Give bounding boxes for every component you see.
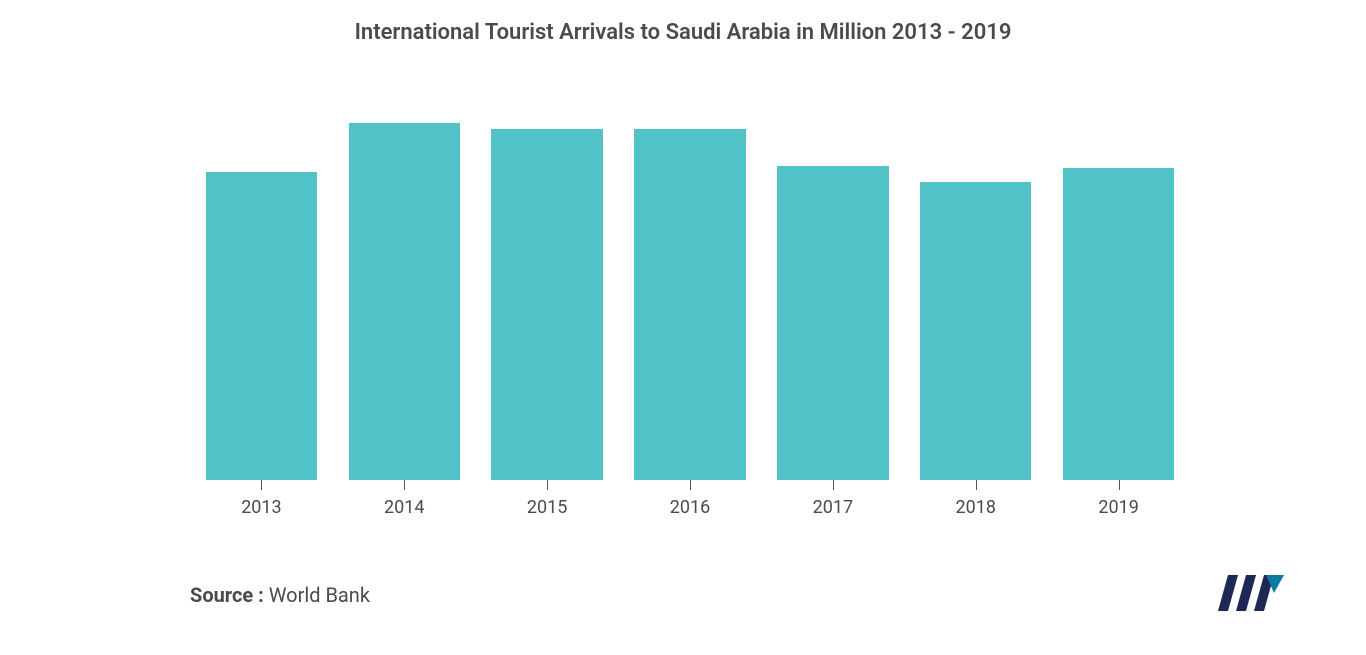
bar-slot: 2015 — [476, 90, 619, 480]
source-line: Source : World Bank — [190, 583, 370, 607]
x-tick — [833, 480, 834, 490]
x-tick-label: 2015 — [527, 497, 567, 518]
bar — [634, 129, 745, 480]
bar — [491, 129, 602, 480]
bar-slot: 2019 — [1047, 90, 1190, 480]
bar-slot: 2014 — [333, 90, 476, 480]
x-tick-label: 2013 — [241, 497, 281, 518]
bar-slot: 2013 — [190, 90, 333, 480]
source-label: Source : — [190, 583, 264, 607]
bar-slot: 2017 — [761, 90, 904, 480]
bar-slot: 2016 — [619, 90, 762, 480]
chart-title: International Tourist Arrivals to Saudi … — [0, 0, 1366, 45]
x-tick — [1119, 480, 1120, 490]
x-tick — [404, 480, 405, 490]
bar — [206, 172, 317, 480]
x-tick — [690, 480, 691, 490]
x-tick — [547, 480, 548, 490]
x-tick — [261, 480, 262, 490]
x-tick-label: 2019 — [1098, 497, 1138, 518]
x-tick-label: 2018 — [955, 497, 995, 518]
source-value: World Bank — [264, 583, 370, 607]
bar — [349, 123, 460, 480]
brand-logo-icon — [1214, 571, 1286, 615]
x-tick-label: 2014 — [384, 497, 424, 518]
bar-series: 2013201420152016201720182019 — [190, 90, 1190, 480]
bar — [777, 166, 888, 480]
x-tick-label: 2016 — [670, 497, 710, 518]
bar-slot: 2018 — [904, 90, 1047, 480]
x-tick-label: 2017 — [813, 497, 853, 518]
x-tick — [976, 480, 977, 490]
plot-area: 2013201420152016201720182019 — [190, 90, 1190, 480]
bar — [1063, 168, 1174, 480]
bar — [920, 182, 1031, 480]
chart-container: International Tourist Arrivals to Saudi … — [0, 0, 1366, 655]
